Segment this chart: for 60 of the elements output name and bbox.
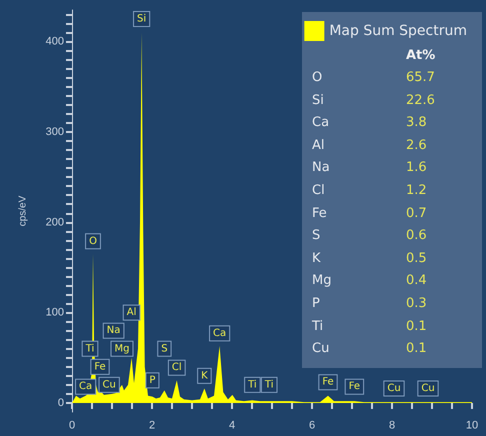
category-label: Ti [312,318,324,334]
annotation: Ca [79,381,92,392]
y-axis-title: cps/eV [18,195,28,226]
y-tick-label: 200 [46,216,64,228]
category-label: Al [312,138,325,153]
data-label: 65.7 [406,70,435,85]
annotation: Ti [264,379,274,390]
x-tick-label: 4 [228,420,236,432]
category-label: K [312,250,321,266]
y-tick-label: 0 [58,396,64,409]
data-label: 1.6 [406,160,427,176]
data-label: 0.1 [406,318,427,334]
annotation: Fe [94,361,106,372]
annotation: O [89,236,98,247]
category-label: Mg [312,273,332,288]
data-label: 3.8 [406,115,427,130]
x-tick-label: 6 [308,420,316,432]
annotation: P [149,374,156,386]
x-tick-label: 2 [148,420,156,432]
annotation: Al [126,307,136,318]
annotation: Cu [387,383,401,394]
data-label: 22.6 [406,92,435,108]
annotation: Ti [84,343,94,354]
category-label: Fe [312,206,327,221]
annotation: S [161,343,168,354]
category-label: O [312,70,322,85]
annotation: K [201,370,208,382]
category-label: S [312,228,320,244]
y-tick-label: 400 [46,36,64,48]
annotation: Fe [348,381,360,392]
annotation: Cu [421,383,435,394]
category-label: P [312,296,320,311]
annotation: Mg [114,343,130,354]
text: At% [406,48,436,63]
category-label: Si [312,92,324,108]
x-tick-label: 0 [68,420,76,432]
annotation: Ca [213,328,226,339]
data-label: 1.2 [406,183,427,198]
data-label: 2.6 [406,138,427,153]
category-label: Cu [312,341,330,356]
annotation: Cl [172,362,182,374]
data-label: 0.4 [406,273,427,288]
y-tick-label: 300 [46,126,64,138]
x-tick-label: 10 [466,420,478,432]
data-label: 0.5 [406,250,427,266]
x-tick-label: 8 [388,420,396,432]
category-label: Na [312,160,330,176]
annotation: Fe [322,376,334,388]
data-label: 0.1 [406,341,427,356]
legend-label: Map Sum Spectrum [329,23,468,39]
annotation: Na [106,325,120,336]
annotation: Ti [247,379,257,390]
data-label: 0.7 [406,206,427,221]
annotation: Cu [102,379,116,390]
data-label: 0.3 [406,296,427,311]
y-tick-label: 100 [46,306,64,319]
category-label: Cl [312,183,325,198]
category-label: Ca [312,115,330,130]
annotation: Si [137,14,146,25]
data-label: 0.6 [406,228,427,244]
